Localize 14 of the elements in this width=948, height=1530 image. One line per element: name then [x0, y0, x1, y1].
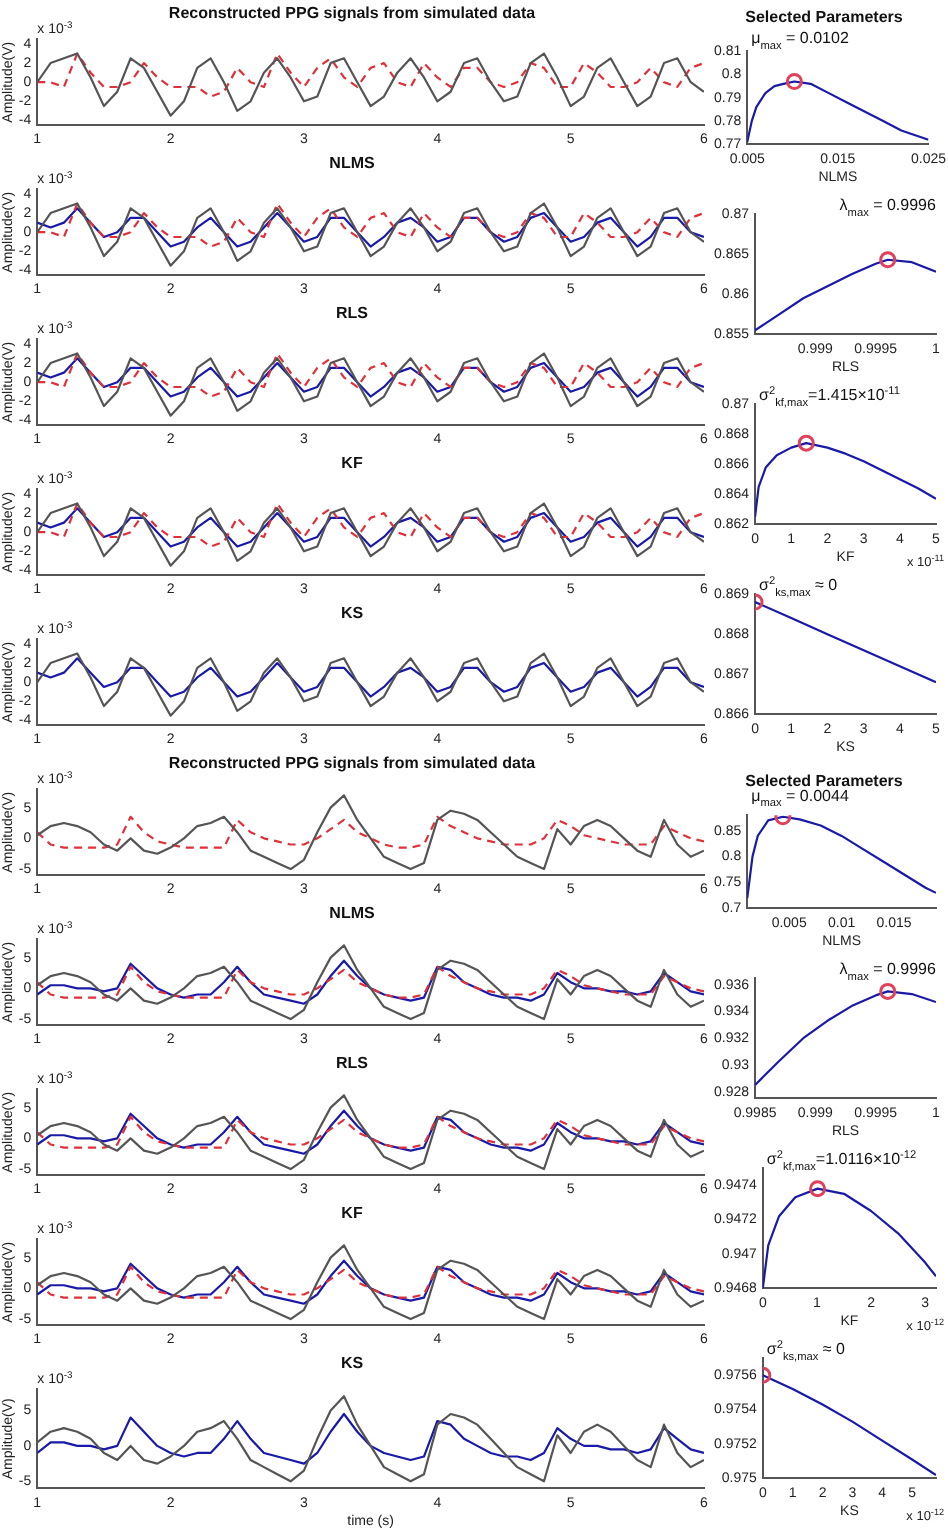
chart-title: KS — [340, 604, 365, 623]
chart-title: KF — [341, 454, 363, 473]
chart-title: RLS — [336, 1054, 370, 1073]
chart-title: KF — [341, 1204, 363, 1223]
chart-title: Selected Parameters — [745, 8, 904, 27]
chart-title: NLMS — [329, 154, 376, 173]
chart-title: Reconstructed PPG signals from simulated data — [168, 4, 537, 23]
line-series — [37, 52, 704, 98]
chart-title: KS — [340, 1354, 365, 1373]
chart-title: Reconstructed PPG signals from simulated data — [168, 754, 537, 773]
chart-title: NLMS — [329, 904, 376, 923]
line-series — [37, 815, 704, 849]
chart-title: Selected Parameters — [745, 772, 904, 791]
chart-title: RLS — [336, 304, 370, 323]
